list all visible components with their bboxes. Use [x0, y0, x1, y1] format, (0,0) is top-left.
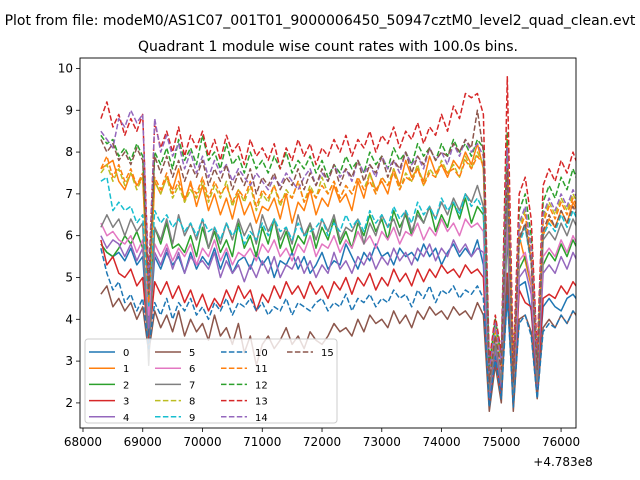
legend-label-12: 12 [255, 380, 268, 391]
legend-box [84, 338, 338, 424]
x-tick-label: 71000 [243, 435, 281, 449]
series-line-1 [100, 142, 576, 383]
legend-label-9: 9 [189, 413, 195, 424]
y-tick-label: 3 [65, 354, 73, 368]
figure-suptitle: Plot from file: modeM0/AS1C07_001T01_900… [5, 13, 636, 29]
legend-label-0: 0 [123, 348, 129, 359]
series-line-13 [100, 76, 576, 367]
y-tick-label: 10 [58, 61, 73, 75]
x-axis: 68000 69000 70000 71000 72000 73000 74000 75000… [64, 428, 580, 449]
series-line-5 [100, 276, 576, 413]
x-tick-label: 74000 [422, 435, 460, 449]
series-line-15 [100, 109, 576, 383]
series-line-3 [100, 239, 576, 408]
y-tick-label: 6 [65, 229, 73, 243]
y-axis: 2 3 4 5 6 7 8 9 10 [58, 61, 80, 410]
legend-label-13: 13 [255, 397, 268, 408]
legend-label-8: 8 [189, 397, 195, 408]
series-line-0 [100, 239, 576, 400]
chart-title: Quadrant 1 module wise count rates with … [138, 39, 518, 55]
legend-label-2: 2 [123, 380, 129, 391]
y-tick-label: 9 [65, 103, 73, 117]
series-line-10 [100, 248, 576, 408]
legend-label-4: 4 [123, 413, 129, 424]
legend-label-7: 7 [189, 380, 195, 391]
legend-label-1: 1 [123, 364, 129, 375]
x-tick-label: 72000 [303, 435, 341, 449]
legend-label-15: 15 [321, 348, 334, 359]
legend-label-10: 10 [255, 348, 268, 359]
x-offset-label: +4.783e8 [533, 455, 592, 469]
series-line-11 [100, 138, 576, 379]
series-lines [100, 76, 576, 413]
legend-label-3: 3 [123, 397, 129, 408]
x-tick-label: 73000 [363, 435, 401, 449]
y-tick-label: 4 [65, 312, 73, 326]
x-tick-label: 69000 [124, 435, 162, 449]
legend-label-11: 11 [255, 364, 268, 375]
x-tick-label: 68000 [64, 435, 102, 449]
y-tick-label: 2 [65, 396, 73, 410]
legend-label-14: 14 [255, 413, 268, 424]
y-tick-label: 8 [65, 145, 73, 159]
x-tick-label: 76000 [542, 435, 580, 449]
y-tick-label: 5 [65, 270, 73, 284]
y-tick-label: 7 [65, 187, 73, 201]
series-line-9 [100, 172, 576, 383]
x-tick-label: 75000 [482, 435, 520, 449]
series-line-14 [100, 109, 576, 379]
legend-label-5: 5 [189, 348, 195, 359]
series-line-6 [100, 209, 576, 392]
x-tick-label: 70000 [183, 435, 221, 449]
plot-frame [79, 57, 577, 429]
legend-label-6: 6 [189, 364, 195, 375]
